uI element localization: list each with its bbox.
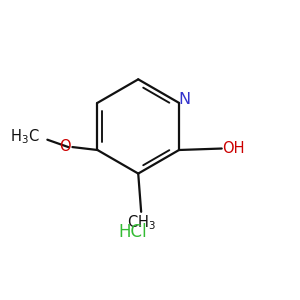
Text: HCl: HCl [118, 224, 147, 242]
Text: O: O [59, 139, 70, 154]
Text: OH: OH [222, 141, 245, 156]
Text: CH$_3$: CH$_3$ [127, 213, 156, 232]
Text: H$_3$C: H$_3$C [11, 127, 40, 146]
Text: N: N [178, 92, 190, 107]
